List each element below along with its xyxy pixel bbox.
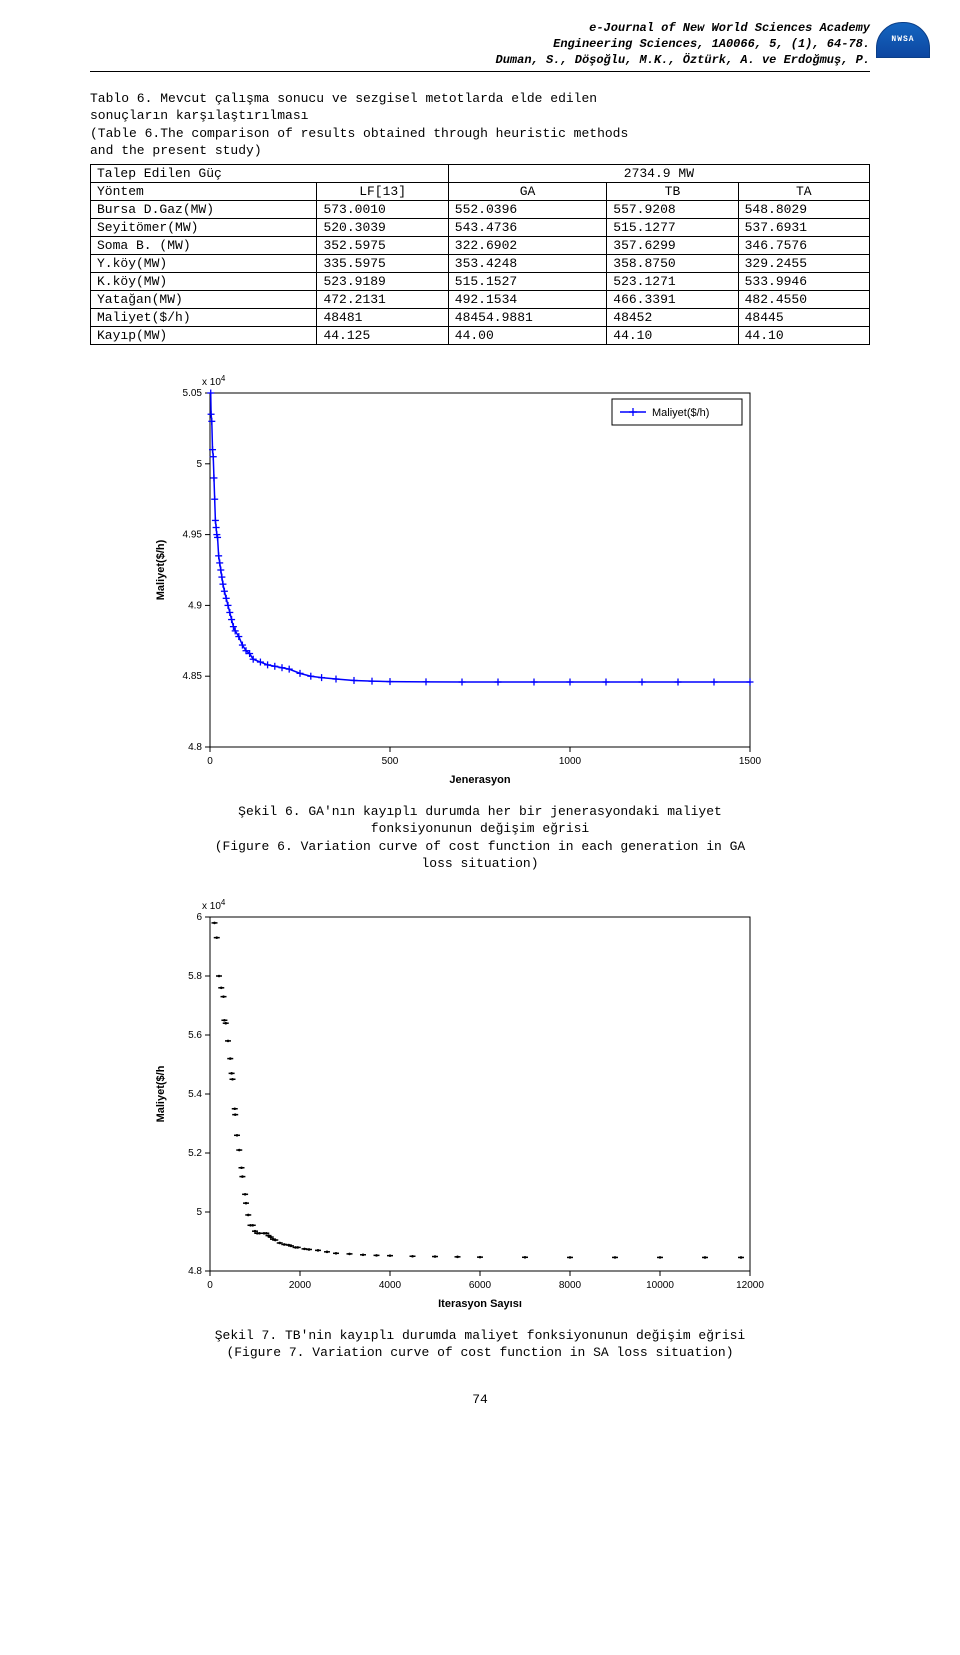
svg-text:Iterasyon Sayısı: Iterasyon Sayısı [438,1298,522,1310]
figure-7-caption: Şekil 7. TB'nin kayıplı durumda maliyet … [90,1327,870,1362]
svg-text:2000: 2000 [289,1280,312,1291]
svg-text:5: 5 [196,459,202,470]
figure-6-chart: 0 500 1000 1500 4.8 4.85 4.9 4.95 5 5.05x 104 Jene… [150,363,870,793]
svg-text:5.2: 5.2 [188,1148,202,1159]
page-number: 74 [90,1392,870,1407]
svg-text:4.8: 4.8 [188,1266,202,1277]
header-line-1: e-Journal of New World Sciences Academy [90,20,870,36]
svg-text:6: 6 [196,912,202,923]
svg-text:x 104: x 104 [202,374,226,388]
svg-text:0: 0 [207,1280,213,1291]
figure-6-caption: Şekil 6. GA'nın kayıplı durumda her bir … [90,803,870,873]
svg-text:500: 500 [382,756,399,767]
svg-text:4.85: 4.85 [183,671,203,682]
svg-text:4.9: 4.9 [188,600,202,611]
svg-text:4000: 4000 [379,1280,402,1291]
journal-header: NWSA e-Journal of New World Sciences Aca… [90,20,870,72]
header-line-3: Duman, S., Döşoğlu, M.K., Öztürk, A. ve … [90,52,870,68]
svg-text:Jenerasyon: Jenerasyon [449,774,510,786]
nwsa-logo: NWSA [876,22,930,58]
svg-text:4.95: 4.95 [183,529,203,540]
svg-text:10000: 10000 [646,1280,674,1291]
svg-text:Maliyet($/h): Maliyet($/h) [155,539,167,600]
svg-text:12000: 12000 [736,1280,764,1291]
table6-caption: Tablo 6. Mevcut çalışma sonucu ve sezgis… [90,90,870,160]
svg-text:Maliyet($/h): Maliyet($/h) [652,407,709,419]
svg-text:5.6: 5.6 [188,1030,202,1041]
svg-text:5.8: 5.8 [188,971,202,982]
table-6: Talep Edilen Güç2734.9 MWYöntemLF[13]GAT… [90,164,870,345]
svg-text:5.4: 5.4 [188,1089,202,1100]
svg-text:1000: 1000 [559,756,582,767]
svg-text:4.8: 4.8 [188,742,202,753]
header-line-2: Engineering Sciences, 1A0066, 5, (1), 64… [90,36,870,52]
svg-text:1500: 1500 [739,756,762,767]
svg-text:5: 5 [196,1207,202,1218]
svg-text:5.05: 5.05 [183,388,203,399]
svg-text:Maliyet($/h: Maliyet($/h [155,1065,167,1122]
figure-7-chart: 0 2000 4000 6000 8000 10000 12000 4.8 5 5.2 5.4 5.6… [150,887,870,1317]
svg-text:8000: 8000 [559,1280,582,1291]
svg-text:6000: 6000 [469,1280,492,1291]
svg-text:x 104: x 104 [202,898,226,912]
svg-text:0: 0 [207,756,213,767]
